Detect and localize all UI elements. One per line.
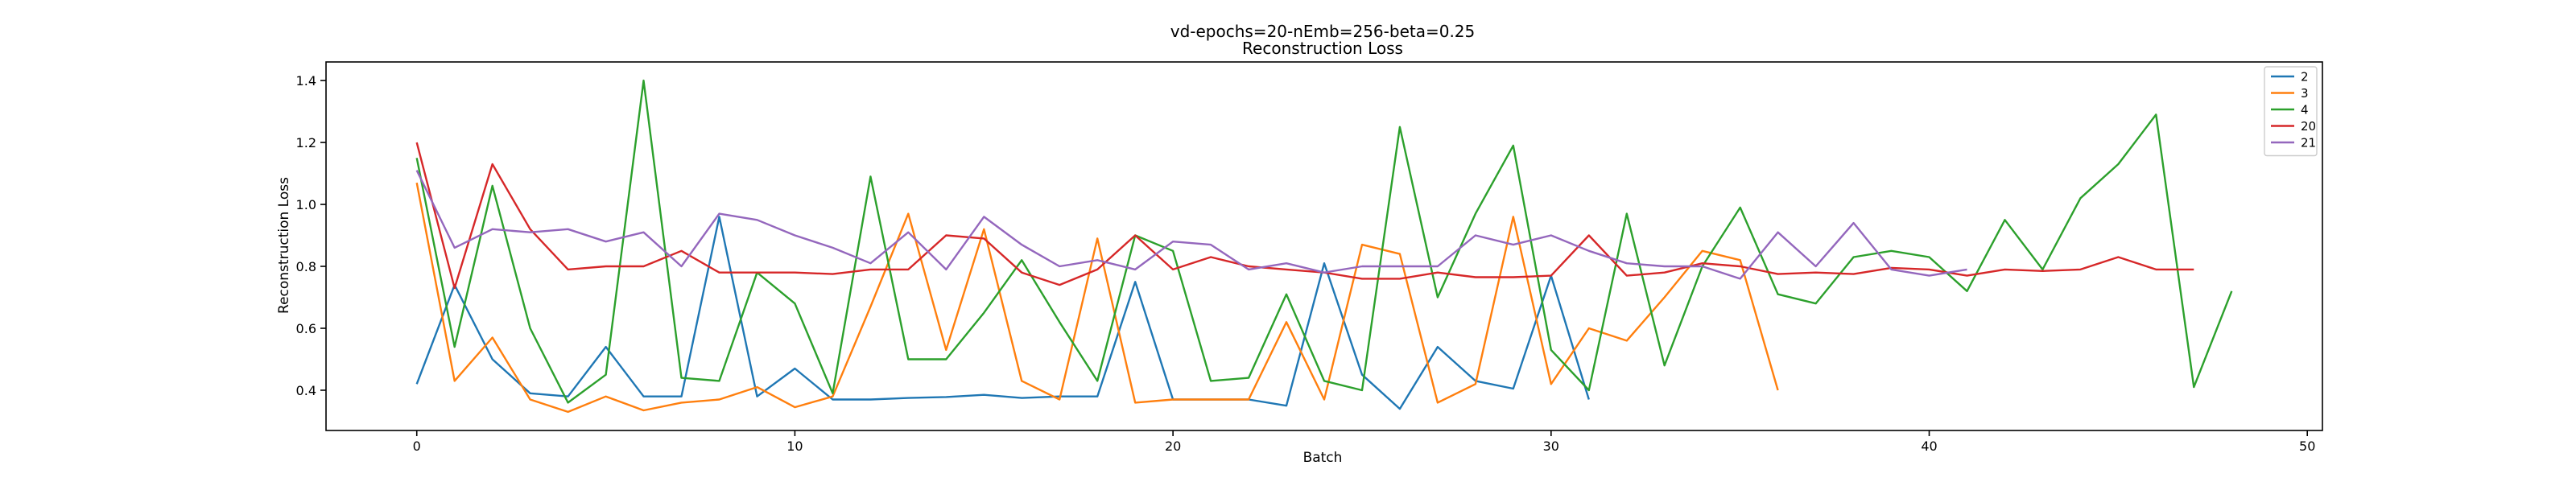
series-line-2 bbox=[415, 216, 1590, 410]
chart-title: vd-epochs=20-nEmb=256-beta=0.25 bbox=[1170, 22, 1476, 41]
legend-label-3: 3 bbox=[2301, 86, 2309, 101]
x-tick-label: 0 bbox=[413, 439, 421, 454]
legend-label-4: 4 bbox=[2301, 103, 2309, 117]
x-tick-label: 50 bbox=[2299, 439, 2315, 454]
y-tick-label: 1.2 bbox=[296, 135, 316, 150]
legend-label-20: 20 bbox=[2301, 119, 2316, 134]
x-tick-label: 20 bbox=[1165, 439, 1181, 454]
series-line-4 bbox=[415, 79, 2233, 404]
x-tick-label: 40 bbox=[1921, 439, 1937, 454]
legend-label-21: 21 bbox=[2301, 136, 2316, 150]
series-line-20 bbox=[415, 142, 2194, 290]
y-tick-label: 0.6 bbox=[296, 321, 316, 336]
y-tick-label: 1.0 bbox=[296, 197, 316, 212]
legend-box bbox=[2264, 66, 2318, 157]
legend-label-2: 2 bbox=[2301, 70, 2309, 84]
series-line-3 bbox=[415, 182, 1779, 414]
axes-frame bbox=[325, 61, 2323, 431]
y-tick-label: 0.8 bbox=[296, 259, 316, 274]
y-tick-label: 1.4 bbox=[296, 73, 316, 89]
chart-subtitle: Reconstruction Loss bbox=[1242, 39, 1403, 58]
x-tick-label: 10 bbox=[786, 439, 803, 454]
y-axis-label: Reconstruction Loss bbox=[276, 177, 292, 314]
x-tick-label: 30 bbox=[1543, 439, 1559, 454]
y-tick-label: 0.4 bbox=[296, 383, 316, 398]
plot-area bbox=[415, 79, 2233, 414]
legend: 2 3 4 20 21 bbox=[2264, 66, 2318, 157]
x-axis-label: Batch bbox=[1303, 450, 1343, 466]
axes: 0 10 20 30 40 50 0.4 0.6 0.8 1.0 1.2 1.4 bbox=[296, 61, 2323, 454]
series-line-21 bbox=[415, 170, 1967, 280]
